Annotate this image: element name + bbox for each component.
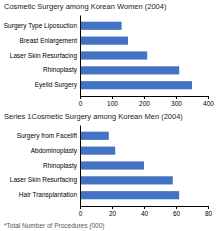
category-label: Abdominoplasty [31,147,78,155]
category-label: Laser Skin Resurfacing [10,52,78,60]
category-label: Surgery Type Liposuction [4,22,78,30]
tick-mark [112,206,113,209]
bar [80,66,179,74]
tick-label: 80 [205,210,213,217]
chart-title: Cosmetic Surgery among Korean Women (200… [4,2,167,11]
category-tick: Rhinoplasty [43,66,78,74]
tick-mark [208,206,209,209]
tick-label: 100 [107,100,118,107]
category-label: Rhinoplasty [43,66,78,74]
category-tick: Eyelid Surgery [35,81,78,89]
tick: 0 [79,206,83,217]
bar [80,51,147,59]
tick: 20 [109,206,117,217]
category-tick: Laser Skin Resurfacing [10,176,78,184]
category-tick: Rhinoplasty [43,162,78,170]
axis-line [80,126,81,207]
bars [80,22,192,90]
chart-title: Series 1Cosmetic Surgery among Korean Me… [4,112,183,121]
bar [80,147,115,155]
category-label: Eyelid Surgery [35,81,78,89]
bar [80,176,173,184]
tick-label: 300 [171,100,182,107]
tick: 100 [107,96,118,107]
category-label: Laser Skin Resurfacing [10,176,78,184]
category-label: Surgery from Facelift [17,132,78,140]
bar [80,81,192,89]
category-tick: Surgery Type Liposuction [4,22,78,30]
footnote: *Total Number of Procedures (000) [4,222,104,230]
y-axis: Surgery Type Liposuction Breast Enlargeme… [4,16,81,97]
category-label: Rhinoplasty [43,162,78,170]
tick-label: 0 [79,210,83,217]
tick: 80 [205,206,213,217]
category-tick: Breast Enlargement [20,37,78,45]
bar [80,161,144,169]
tick-mark [144,206,145,209]
category-tick: Laser Skin Resurfacing [10,52,78,60]
tick: 60 [173,206,181,217]
tick-label: 400 [203,100,214,107]
tick-mark [144,96,145,99]
category-tick: Abdominoplasty [31,147,78,155]
y-axis: Surgery from Facelift Abdominoplasty Rhino… [10,126,81,207]
bar [80,191,179,199]
bar [80,132,109,140]
tick-mark [176,206,177,209]
x-axis: 0 100 200 300 400 [79,96,215,107]
bars [80,132,179,200]
x-axis: 0 20 40 60 80 [79,206,213,217]
tick-mark [112,96,113,99]
tick-label: 60 [173,210,181,217]
chart-root: Cosmetic Surgery among Korean Women (200… [0,0,217,231]
axis-line [80,16,81,97]
tick: 200 [139,96,150,107]
tick-label: 20 [109,210,117,217]
category-tick: Hair Transplantation [19,191,78,199]
tick-label: 200 [139,100,150,107]
tick: 40 [141,206,149,217]
tick-label: 0 [79,100,83,107]
bar [80,22,122,30]
category-label: Breast Enlargement [20,37,78,45]
bar [80,37,128,45]
tick: 300 [171,96,182,107]
tick: 400 [203,96,214,107]
category-label: Hair Transplantation [19,191,78,199]
category-tick: Surgery from Facelift [17,132,78,140]
tick-label: 40 [141,210,149,217]
tick-mark [208,96,209,99]
tick: 0 [79,96,83,107]
tick-mark [176,96,177,99]
